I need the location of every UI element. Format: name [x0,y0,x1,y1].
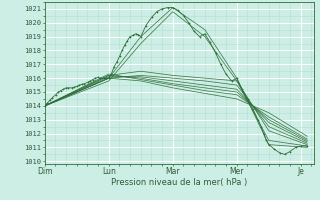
X-axis label: Pression niveau de la mer( hPa ): Pression niveau de la mer( hPa ) [111,178,247,187]
